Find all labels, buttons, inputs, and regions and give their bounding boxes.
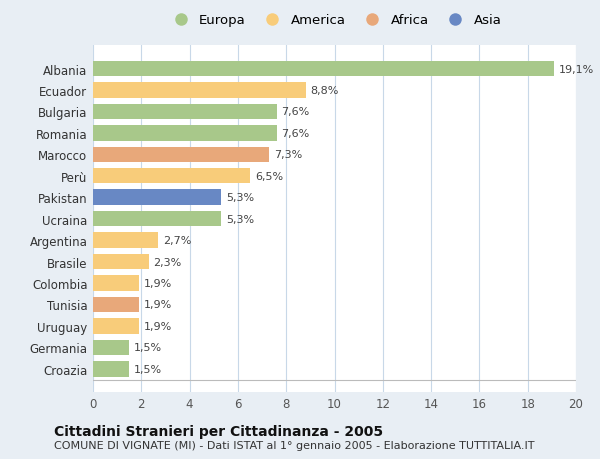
Bar	[93, 168, 250, 184]
Text: 6,5%: 6,5%	[255, 171, 283, 181]
Legend: Europa, America, Africa, Asia: Europa, America, Africa, Asia	[167, 14, 502, 28]
Text: 1,9%: 1,9%	[144, 321, 172, 331]
Text: 7,6%: 7,6%	[281, 129, 310, 139]
Bar	[93, 126, 277, 141]
Text: Cittadini Stranieri per Cittadinanza - 2005: Cittadini Stranieri per Cittadinanza - 2…	[54, 425, 383, 438]
Text: 5,3%: 5,3%	[226, 193, 254, 203]
Bar	[93, 340, 129, 355]
Text: 7,3%: 7,3%	[274, 150, 302, 160]
Bar	[93, 319, 139, 334]
Bar	[93, 105, 277, 120]
Text: 7,6%: 7,6%	[281, 107, 310, 117]
Text: 1,5%: 1,5%	[134, 342, 162, 353]
Text: 2,3%: 2,3%	[154, 257, 182, 267]
Bar	[93, 147, 269, 162]
Text: 1,9%: 1,9%	[144, 279, 172, 288]
Text: COMUNE DI VIGNATE (MI) - Dati ISTAT al 1° gennaio 2005 - Elaborazione TUTTITALIA: COMUNE DI VIGNATE (MI) - Dati ISTAT al 1…	[54, 440, 535, 450]
Bar	[93, 83, 305, 99]
Text: 2,7%: 2,7%	[163, 235, 191, 246]
Bar	[93, 276, 139, 291]
Bar	[93, 212, 221, 227]
Bar	[93, 190, 221, 206]
Bar	[93, 297, 139, 313]
Text: 8,8%: 8,8%	[310, 86, 339, 96]
Text: 1,5%: 1,5%	[134, 364, 162, 374]
Bar	[93, 254, 149, 270]
Bar	[93, 361, 129, 377]
Text: 5,3%: 5,3%	[226, 214, 254, 224]
Text: 19,1%: 19,1%	[559, 64, 595, 74]
Text: 1,9%: 1,9%	[144, 300, 172, 310]
Bar	[93, 62, 554, 77]
Bar	[93, 233, 158, 248]
